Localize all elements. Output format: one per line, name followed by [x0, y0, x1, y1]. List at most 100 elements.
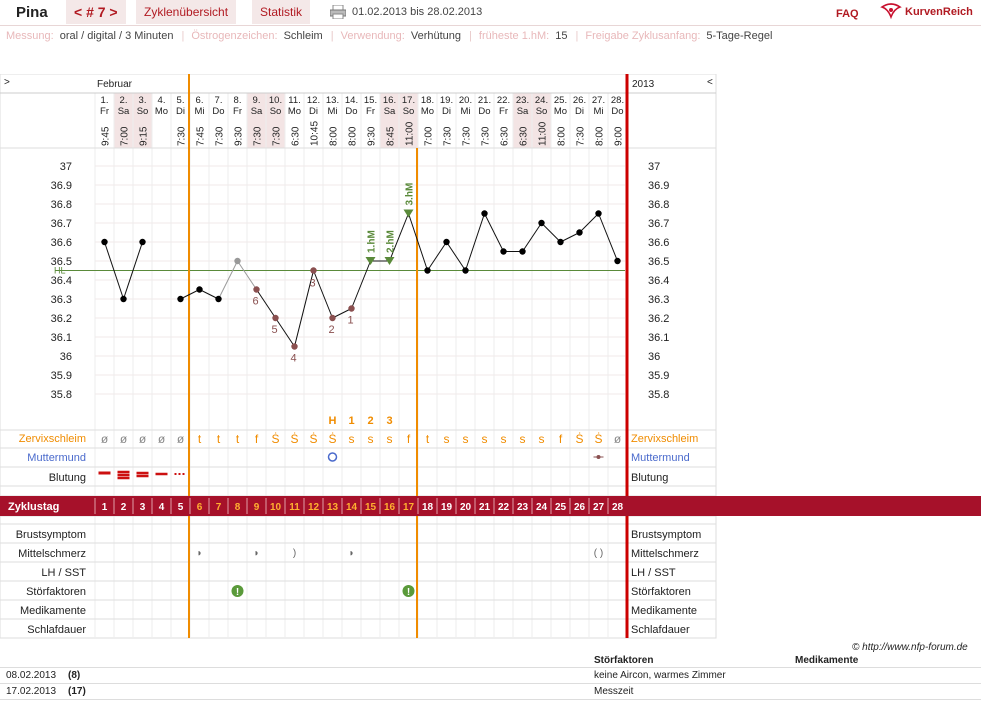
y-tick-label-right: 36.2 — [648, 313, 669, 325]
cycle-day-number: 8 — [235, 502, 241, 513]
temp-point — [196, 286, 203, 293]
day-weekday: Fr — [366, 106, 375, 117]
cycle-day-number: 5 — [178, 502, 184, 513]
cycle-day-number: 18 — [422, 502, 434, 513]
mucus-symbol: Ṡ — [271, 432, 279, 446]
low-temp-label: 3 — [309, 278, 315, 290]
temp-point — [291, 343, 298, 350]
y-tick-label: 36.7 — [51, 218, 72, 230]
day-weekday: Sa — [118, 106, 130, 117]
info-label: Freigabe Zyklusanfang: — [585, 30, 701, 42]
mucus-symbol: ø — [120, 432, 128, 446]
note-day: (8) — [68, 670, 81, 681]
day-weekday: Mo — [554, 106, 567, 117]
day-number: 6. — [196, 95, 204, 106]
measure-time: 9:00 — [614, 126, 625, 146]
y-tick-label-right: 36.6 — [648, 237, 669, 249]
day-number: 1. — [101, 95, 109, 106]
y-tick-label-right: 36 — [648, 351, 660, 363]
row-label-med-right: Medikamente — [631, 605, 697, 617]
temp-line-segment — [484, 213, 504, 252]
low-temp-label: 1 — [347, 315, 353, 327]
nav-next-button[interactable]: < — [707, 77, 713, 88]
temp-line-segment — [218, 260, 238, 300]
copyright[interactable]: © http://www.nfp-forum.de — [852, 642, 968, 653]
notes-table-header: Störfaktoren Medikamente — [0, 654, 981, 668]
mucus-symbol: s — [539, 432, 545, 446]
cycle-day-number: 12 — [308, 502, 320, 513]
temp-point — [177, 295, 184, 303]
tab-cycle-overview[interactable]: Zyklenübersicht — [136, 0, 237, 24]
row-label-mittelschmerz-right: Mittelschmerz — [631, 548, 699, 560]
weekend-shade — [247, 93, 266, 148]
printer-icon[interactable] — [329, 4, 347, 20]
temp-point-high — [384, 257, 395, 265]
brand-name: KurvenReich — [905, 6, 973, 18]
mucus-symbol: f — [559, 432, 563, 446]
measure-time: 8:00 — [595, 126, 606, 146]
temp-point-high — [365, 257, 376, 265]
temp-point — [310, 267, 317, 274]
day-number: 7. — [215, 95, 223, 106]
y-tick-label: 35.8 — [51, 389, 72, 401]
cycle-nav-tab[interactable]: < # 7 > — [66, 0, 126, 24]
temp-point — [538, 219, 545, 227]
disturbance-icon — [231, 585, 244, 597]
note-stoer: keine Aircon, warmes Zimmer — [594, 670, 726, 681]
temp-point — [253, 286, 260, 293]
faq-link[interactable]: FAQ — [836, 8, 859, 20]
day-weekday: Mi — [194, 106, 204, 117]
temp-point — [595, 210, 602, 217]
mucus-symbol: f — [407, 432, 411, 446]
day-weekday: Mo — [421, 106, 434, 117]
row-label-cervix: Muttermund — [27, 452, 86, 464]
day-weekday: Mi — [593, 106, 603, 117]
day-number: 3. — [139, 95, 147, 106]
y-tick-label: 36.5 — [51, 256, 72, 268]
weekend-shade — [133, 93, 152, 148]
cycle-day-number: 19 — [441, 502, 453, 513]
row-label-med: Medikamente — [20, 605, 86, 617]
cycle-day-number: 24 — [536, 502, 548, 513]
temp-line-segment — [180, 289, 200, 300]
brand-logo-icon[interactable] — [880, 3, 902, 21]
temp-line-segment — [465, 213, 485, 271]
cycle-day-number: 10 — [270, 502, 282, 513]
y-tick-label-right: 36.7 — [648, 218, 669, 230]
day-weekday: So — [403, 106, 415, 117]
cycle-day-number: 21 — [479, 502, 491, 513]
cycle-day-number: 17 — [403, 502, 415, 513]
temp-line-segment — [256, 289, 276, 319]
day-weekday: Do — [611, 106, 623, 117]
day-number: 26. — [573, 95, 586, 106]
low-temp-label: 4 — [290, 353, 296, 365]
row-label-sleep-right: Schlafdauer — [631, 624, 690, 636]
low-temp-label: 2 — [328, 324, 334, 336]
measure-time: 6:30 — [291, 126, 302, 146]
measure-time: 8:00 — [329, 126, 340, 146]
peak-day-label: 2 — [367, 415, 373, 427]
nav-prev-button[interactable]: > — [4, 77, 10, 88]
temp-line-segment — [446, 241, 466, 271]
temp-point — [424, 267, 431, 274]
temp-line-segment — [237, 260, 257, 290]
cycle-day-number: 20 — [460, 502, 472, 513]
measure-time: 10:45 — [310, 121, 321, 146]
day-weekday: Do — [212, 106, 224, 117]
day-weekday: Di — [176, 106, 185, 117]
cycle-day-number: 25 — [555, 502, 567, 513]
high-temp-label: 3.hM — [405, 183, 416, 206]
y-tick-label-right: 35.9 — [648, 370, 669, 382]
temp-point — [519, 248, 526, 255]
measure-time: 9:30 — [234, 126, 245, 146]
mittelschmerz-icon: ◗ — [348, 548, 354, 559]
day-weekday: So — [137, 106, 149, 117]
temp-point — [481, 210, 488, 217]
row-label-sleep: Schlafdauer — [27, 624, 86, 636]
day-weekday: Sa — [384, 106, 396, 117]
tab-statistics[interactable]: Statistik — [252, 0, 311, 24]
day-number: 8. — [234, 95, 242, 106]
cycle-day-bar — [0, 496, 981, 516]
day-weekday: So — [536, 106, 548, 117]
day-weekday: Mo — [288, 106, 301, 117]
